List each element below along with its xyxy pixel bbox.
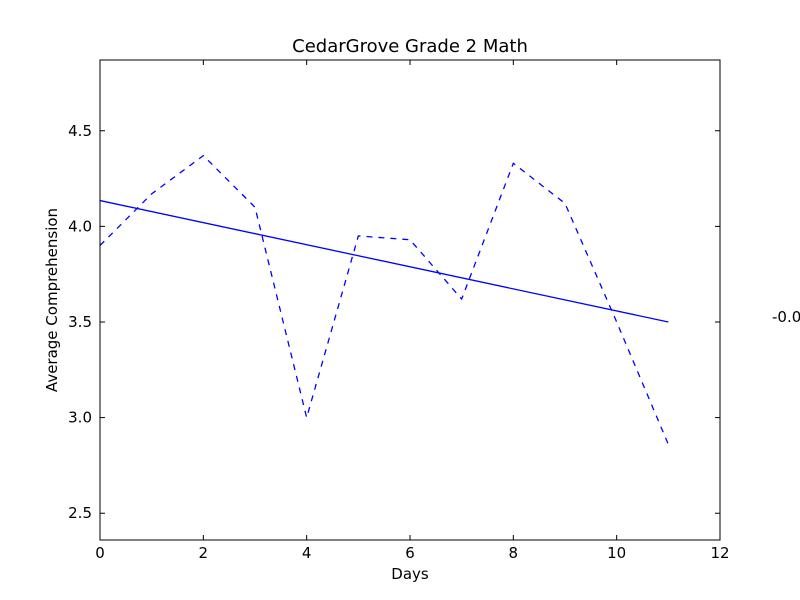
x-tick-label: 10 bbox=[607, 544, 626, 562]
y-tick-label: 3.5 bbox=[68, 313, 92, 331]
chart-title: CedarGrove Grade 2 Math bbox=[292, 36, 528, 57]
y-tick-label: 4.0 bbox=[68, 217, 92, 235]
x-tick-label: 0 bbox=[95, 544, 105, 562]
y-tick-label: 4.5 bbox=[68, 122, 92, 140]
y-tick-label: 3.0 bbox=[68, 409, 92, 427]
x-tick-label: 6 bbox=[405, 544, 415, 562]
x-tick-label: 8 bbox=[509, 544, 519, 562]
plot-frame bbox=[99, 59, 721, 541]
x-axis: 0 2 4 6 8 10 12 bbox=[95, 60, 730, 562]
y-axis: 2.5 3.0 3.5 4.0 4.5 bbox=[68, 122, 720, 522]
x-axis-label: Days bbox=[391, 565, 429, 583]
y-axis-label: Average Comprehension bbox=[43, 208, 61, 392]
series-line-daily bbox=[99, 154, 669, 445]
slope-annotation: -0.0 bbox=[772, 308, 800, 326]
y-tick-label: 2.5 bbox=[68, 504, 92, 522]
x-tick-label: 4 bbox=[302, 544, 312, 562]
series-line-trend bbox=[99, 199, 669, 323]
plot-marks bbox=[99, 154, 669, 445]
x-tick-label: 12 bbox=[710, 544, 729, 562]
x-tick-label: 2 bbox=[199, 544, 209, 562]
